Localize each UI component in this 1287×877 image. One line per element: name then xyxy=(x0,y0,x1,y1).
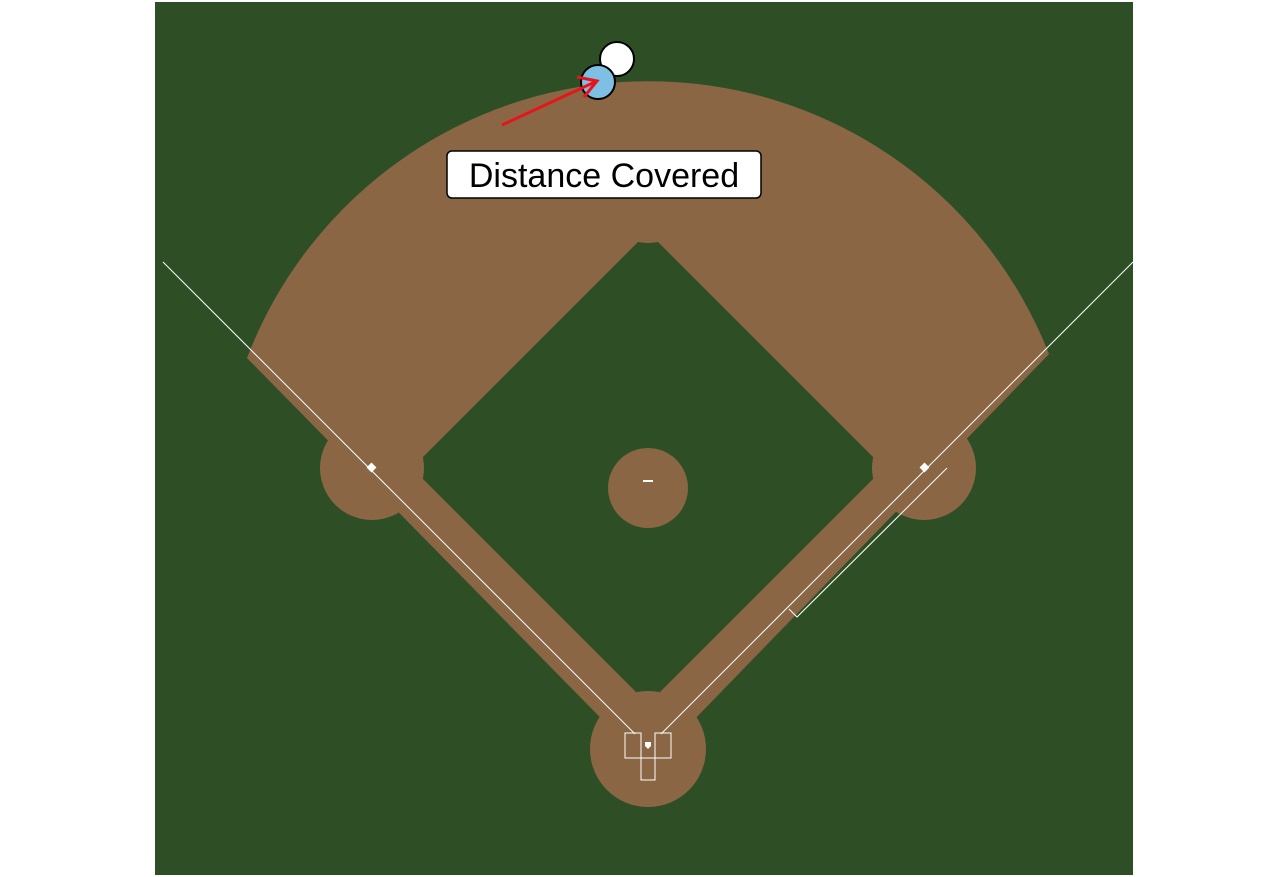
distance-arrow-shaft xyxy=(501,79,598,127)
distance-arrow-head xyxy=(576,75,600,98)
third-base xyxy=(366,462,377,473)
runners-lane-line xyxy=(788,467,948,618)
distance-arrow xyxy=(501,75,600,127)
right-batters-box xyxy=(654,732,672,759)
callout-box xyxy=(446,150,762,199)
left-batters-box xyxy=(624,732,642,759)
callout-label: Distance Covered xyxy=(469,157,739,195)
distance-covered-callout: Distance Covered xyxy=(446,150,762,199)
pitchers-rubber xyxy=(643,480,653,482)
right-foul-line xyxy=(660,261,1134,735)
pitchers-mound xyxy=(608,448,688,528)
home-plate xyxy=(645,742,651,749)
first-base xyxy=(919,462,930,473)
catchers-box xyxy=(640,757,656,781)
left-foul-line xyxy=(162,261,636,735)
